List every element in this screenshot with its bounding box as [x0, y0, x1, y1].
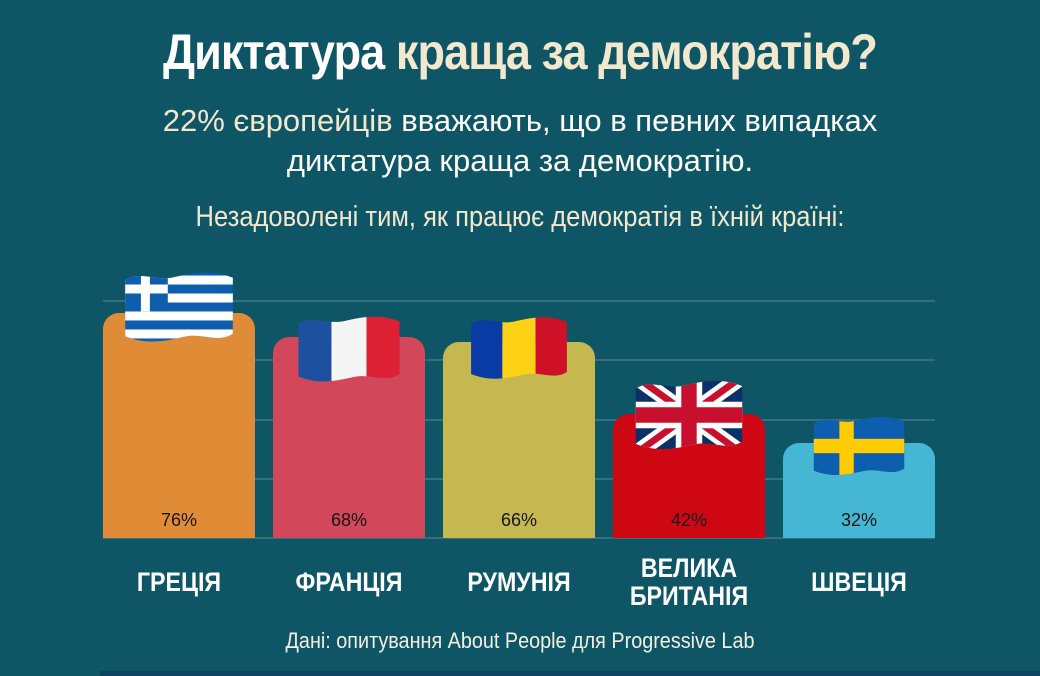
section-heading: Незадоволені тим, як працює демократія в… [195, 201, 845, 233]
subtitle-line1-rest: вважають, що в певних випадках [401, 103, 878, 138]
uk-flag-icon [635, 380, 743, 450]
romania-flag-wrapper [466, 312, 572, 384]
title-part-1: Диктатура [162, 24, 385, 80]
bar-country-label: РУМУНІЯ [467, 567, 571, 597]
greece-flag-icon [125, 272, 233, 342]
france-flag-wrapper [294, 311, 404, 387]
gridline-0 [103, 537, 935, 539]
subtitle-line-2: диктатура краща за демократію. [286, 143, 754, 178]
romania-flag-icon [471, 317, 567, 379]
gridline-80 [103, 300, 935, 302]
sweden-flag-wrapper [798, 412, 920, 480]
bar-country-label: ВЕЛИКА БРИТАНІЯ [629, 553, 749, 611]
bar-value-label: 32% [840, 510, 878, 530]
bar-value-label: 76% [160, 510, 198, 530]
bar-france: 68% [273, 337, 425, 538]
bar-value-label: 66% [500, 510, 538, 530]
bar-greece: 76% [103, 313, 255, 538]
subtitle: 22% європейців вважають, що в певних вип… [0, 101, 1040, 181]
bar-country-label: ГРЕЦІЯ [136, 567, 222, 597]
page-title: Диктатура краща за демократію? [52, 22, 988, 82]
subtitle-highlight: 22% європейців [162, 103, 393, 138]
bar-chart: 76% ГРЕЦІЯ 68% ФРАНЦІЯ 66% [103, 272, 935, 610]
footer-bar [100, 671, 1040, 676]
greece-flag-wrapper [123, 266, 235, 348]
source-note: Дані: опитування About People для Progre… [285, 628, 755, 653]
sweden-flag-icon [813, 416, 905, 476]
france-flag-icon [298, 316, 400, 382]
bar-country-label: ШВЕЦІЯ [811, 567, 907, 597]
bar-country-label: ФРАНЦІЯ [295, 567, 403, 597]
uk-flag-wrapper [629, 375, 749, 455]
title-part-2: краща за демократію? [395, 24, 878, 80]
subtitle-line-1: 22% європейців вважають, що в певних вип… [0, 101, 1040, 141]
bar-value-label: 68% [330, 510, 368, 530]
bar-value-label: 42% [670, 510, 708, 530]
